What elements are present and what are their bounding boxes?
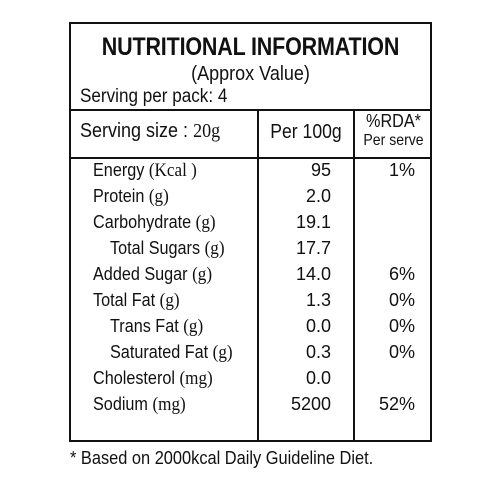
nutrient-row-total-sugars: Total Sugars (g) 17.7 xyxy=(71,238,430,264)
nutrient-rda: 1% xyxy=(388,160,415,180)
nutrition-label: NUTRITIONAL INFORMATION (Approx Value) S… xyxy=(69,22,432,442)
nutrient-name: Total Fat (g) xyxy=(93,290,180,311)
nutrient-row-total-fat: Total Fat (g) 1.3 0% xyxy=(71,290,430,316)
nutrient-row-cholesterol: Cholesterol (mg) 0.0 xyxy=(71,368,430,394)
nutrient-rda: 0% xyxy=(388,290,415,310)
column-divider-1 xyxy=(257,109,259,440)
nutrient-value: 0.0 xyxy=(305,368,331,388)
nutrient-name: Added Sugar (g) xyxy=(93,264,213,285)
serving-size: Serving size : 20g xyxy=(80,120,220,143)
nutrient-name: Trans Fat (g) xyxy=(110,316,204,337)
nutrient-name: Total Sugars (g) xyxy=(110,238,225,259)
nutrient-value: 5200 xyxy=(290,394,331,414)
nutrient-value: 1.3 xyxy=(305,290,331,310)
divider-header xyxy=(71,157,430,159)
footnote: * Based on 2000kcal Daily Guideline Diet… xyxy=(70,448,374,468)
nutrient-row-saturated-fat: Saturated Fat (g) 0.3 0% xyxy=(71,342,430,368)
label-title: NUTRITIONAL INFORMATION xyxy=(101,33,400,61)
serving-size-value: 20g xyxy=(193,120,221,142)
nutrient-name: Saturated Fat (g) xyxy=(110,342,233,363)
nutrient-value: 19.1 xyxy=(295,212,331,232)
nutrient-name: Cholesterol (mg) xyxy=(93,368,213,389)
nutrient-rda: 0% xyxy=(388,316,415,336)
column-divider-2 xyxy=(353,109,355,440)
nutrient-row-added-sugar: Added Sugar (g) 14.0 6% xyxy=(71,264,430,290)
nutrient-name: Protein (g) xyxy=(93,186,169,207)
nutrient-value: 2.0 xyxy=(305,186,331,206)
divider-top xyxy=(71,109,430,111)
nutrient-row-protein: Protein (g) 2.0 xyxy=(71,186,430,212)
nutrient-row-carbohydrate: Carbohydrate (g) 19.1 xyxy=(71,212,430,238)
nutrient-row-sodium: Sodium (mg) 5200 52% xyxy=(71,394,430,420)
serving-per-pack: Serving per pack: 4 xyxy=(80,86,228,107)
nutrient-rda: 6% xyxy=(388,264,415,284)
column-header-per100g: Per 100g xyxy=(270,121,342,143)
column-header-rda: %RDA* Per serve xyxy=(355,112,432,150)
nutrient-value: 17.7 xyxy=(295,238,331,258)
label-subtitle: (Approx Value) xyxy=(191,63,310,85)
serving-size-label: Serving size : xyxy=(80,120,189,142)
nutrient-row-trans-fat: Trans Fat (g) 0.0 0% xyxy=(71,316,430,342)
nutrient-row-energy: Energy (Kcal ) 95 1% xyxy=(71,160,430,186)
nutrient-rda: 0% xyxy=(388,342,415,362)
nutrient-name: Energy (Kcal ) xyxy=(93,160,197,181)
nutrient-value: 95 xyxy=(310,160,331,180)
nutrient-value: 0.3 xyxy=(305,342,331,362)
rda-header-line1: %RDA* xyxy=(366,111,421,131)
nutrient-value: 0.0 xyxy=(305,316,331,336)
nutrient-value: 14.0 xyxy=(295,264,331,284)
nutrient-name: Carbohydrate (g) xyxy=(93,212,216,233)
nutrient-name: Sodium (mg) xyxy=(93,394,186,415)
nutrient-rda: 52% xyxy=(378,394,415,414)
rda-header-line2: Per serve xyxy=(363,132,424,149)
